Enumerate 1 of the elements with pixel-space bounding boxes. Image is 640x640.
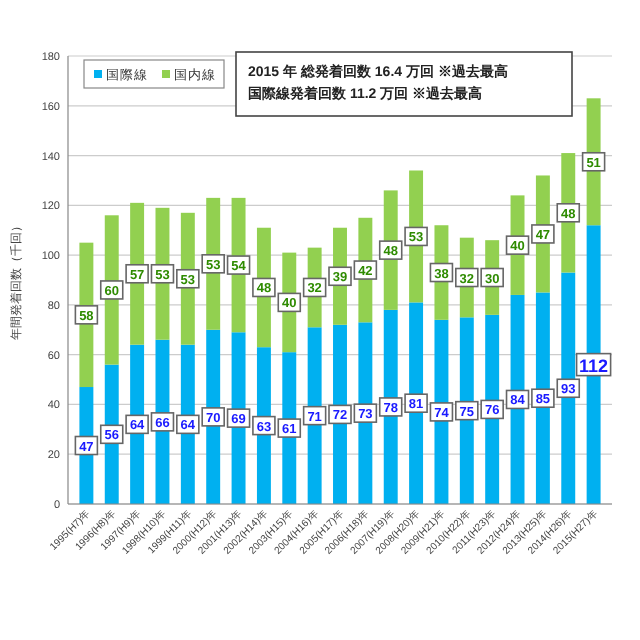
data-label: 112	[579, 355, 609, 376]
